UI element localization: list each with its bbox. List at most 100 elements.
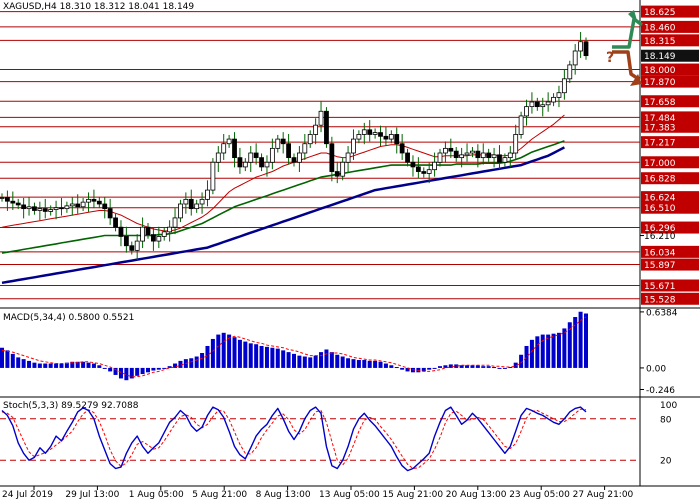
macd-bar: [102, 367, 107, 369]
level-label-bg: [641, 63, 699, 76]
macd-bar: [0, 347, 4, 368]
candle-body: [80, 201, 86, 208]
macd-bar: [75, 361, 80, 368]
macd-bar: [389, 365, 394, 368]
level-label-bg: [641, 75, 699, 88]
macd-bar: [189, 358, 194, 368]
macd-bar: [562, 328, 567, 368]
macd-bar: [448, 364, 453, 368]
candle-body: [437, 152, 443, 163]
candle-body: [221, 143, 227, 154]
time-axis: 24 Jul 2019 29 Jul 13:00 1 Aug 05:00 5 Aug …: [2, 486, 634, 500]
macd-bar: [297, 355, 302, 368]
candle-body: [96, 200, 102, 205]
price-axis: 18.625 18.460 18.315 18.000 17.870 17.658 17.4…: [640, 5, 699, 467]
macd-bar: [427, 367, 432, 370]
candle-body: [53, 207, 59, 210]
candle-body: [26, 206, 32, 210]
candle-body: [507, 152, 513, 159]
green-zigzag-up-arrow-icon: [612, 17, 644, 49]
macd-bar: [205, 345, 210, 368]
macd-bar: [459, 365, 464, 368]
macd-bar: [97, 365, 102, 368]
macd-bar: [178, 360, 183, 368]
candle-body: [129, 245, 135, 251]
time-label: 20 Aug 13:00: [446, 490, 507, 500]
candle-body: [134, 240, 140, 251]
level-label: 18.625: [644, 8, 676, 18]
macd-bar: [475, 365, 480, 368]
stoch-main-line: [1, 406, 587, 472]
macd-bar: [210, 338, 215, 368]
time-label: 1 Aug 05:00: [129, 490, 184, 500]
candle-body: [318, 110, 324, 126]
candle-body: [432, 161, 437, 171]
time-label: 5 Aug 21:00: [192, 490, 247, 500]
macd-bar: [259, 345, 264, 368]
macd-bar: [546, 334, 551, 368]
macd-bar: [470, 365, 475, 368]
candle-body: [329, 143, 335, 172]
candle-body: [5, 197, 10, 202]
macd-bar: [286, 352, 291, 368]
candle-body: [502, 157, 508, 163]
candle-body: [475, 150, 481, 159]
candle-body: [470, 150, 475, 154]
macd-bar: [438, 366, 442, 368]
macd-bar: [513, 362, 518, 368]
macd-bar: [486, 366, 491, 368]
level-label: 17.217: [644, 139, 676, 149]
macd-bar: [508, 367, 513, 369]
candle-body: [551, 96, 556, 103]
candle-body: [248, 152, 254, 163]
candle-body: [405, 152, 410, 163]
candle-body: [264, 161, 270, 168]
candle-body: [351, 138, 356, 154]
macd-bar: [275, 348, 280, 368]
level-label-bg: [641, 221, 699, 234]
candle-body: [561, 78, 567, 94]
stoch-signal-line: [1, 408, 587, 469]
macd-bar: [221, 332, 226, 368]
macd-bar: [567, 322, 572, 368]
candle-body: [140, 226, 145, 242]
macd-bar: [227, 334, 232, 368]
time-label: 13 Aug 05:00: [319, 490, 380, 500]
macd-bar: [162, 367, 167, 369]
candle-body: [426, 169, 432, 174]
candle-body: [459, 154, 465, 159]
macd-bar: [243, 341, 248, 368]
candle-body: [578, 41, 583, 52]
candle-body: [259, 157, 264, 168]
macd-bar: [167, 366, 172, 368]
candle-body: [448, 147, 454, 152]
candle-body: [291, 157, 297, 163]
macd-bar: [556, 332, 561, 368]
candle-body: [0, 197, 5, 199]
macd-bar: [108, 367, 113, 372]
time-label: 8 Aug 13:00: [256, 490, 311, 500]
level-label: 18.315: [644, 37, 676, 47]
candle-body: [443, 147, 448, 154]
candle-body: [421, 171, 427, 174]
candle-body: [42, 208, 48, 212]
candle-body: [410, 161, 416, 168]
candle-body: [64, 205, 70, 210]
macd-tick-label: -0.246: [646, 386, 675, 396]
macd-bar: [237, 339, 242, 368]
macd-bar: [319, 352, 324, 368]
candle-body: [378, 132, 383, 137]
macd-bar: [21, 359, 26, 368]
macd-bar: [59, 363, 64, 368]
brown-zigzag-down-arrow-icon: [612, 50, 641, 82]
candle-body: [91, 198, 97, 202]
macd-bar: [519, 354, 524, 368]
level-lines: [0, 11, 640, 300]
macd-bar: [302, 356, 307, 368]
grid-layer: [0, 0, 700, 487]
candle-body: [394, 134, 400, 145]
level-label: 16.510: [644, 204, 676, 214]
candle-body: [361, 129, 367, 135]
candle-body: [518, 115, 524, 135]
current-price-label: 18.149: [644, 52, 676, 62]
